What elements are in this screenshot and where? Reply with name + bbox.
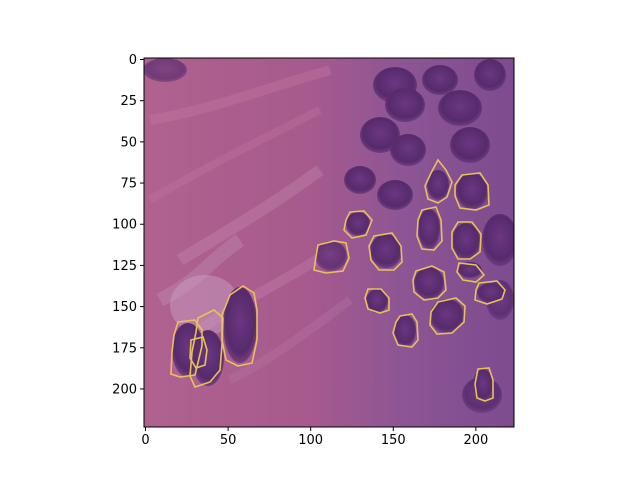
x-tick-label: 150 <box>381 433 406 448</box>
x-tick-label: 50 <box>220 433 237 448</box>
x-tick-label: 100 <box>298 433 323 448</box>
x-tick-label: 0 <box>141 433 149 448</box>
y-tick-label: 0 <box>129 53 137 68</box>
y-tick-label: 175 <box>112 341 137 356</box>
segmentation-outlines <box>170 158 506 402</box>
y-tick-label: 125 <box>112 259 137 274</box>
image-frame <box>143 57 515 428</box>
y-tick-label: 75 <box>120 177 137 192</box>
histology-image <box>144 58 514 427</box>
y-tick-label: 25 <box>120 94 137 109</box>
y-tick-label: 50 <box>120 135 137 150</box>
y-tick-label: 150 <box>112 300 137 315</box>
x-axis: 0 50 100 150 200 <box>141 427 488 448</box>
x-tick-label: 200 <box>463 433 488 448</box>
y-tick-label: 100 <box>112 218 137 233</box>
y-axis: 0 25 50 75 100 125 150 175 200 <box>112 53 144 397</box>
y-tick-label: 200 <box>112 382 137 397</box>
